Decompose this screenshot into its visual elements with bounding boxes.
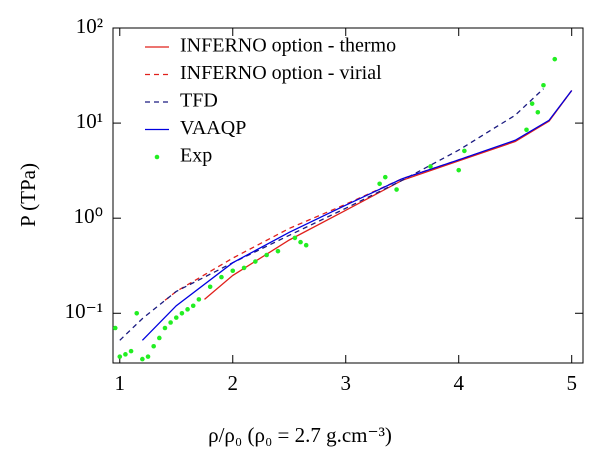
x-tick-label: 2: [228, 371, 239, 395]
data-point: [207, 284, 213, 290]
legend: INFERNO option - thermo INFERNO option - …: [145, 35, 396, 167]
y-tick-label: 10²: [76, 14, 103, 38]
data-point: [162, 325, 168, 331]
data-point: [382, 174, 388, 180]
data-point: [185, 307, 190, 312]
data-point: [134, 310, 140, 316]
data-point: [230, 268, 236, 274]
legend-label: Exp: [180, 145, 212, 167]
y-tick-label: 10⁰: [74, 204, 103, 228]
data-point: [264, 252, 269, 258]
data-point: [535, 109, 541, 115]
data-point: [157, 335, 162, 341]
data-point: [529, 101, 535, 106]
legend-label: INFERNO option - virial: [180, 62, 382, 84]
plot-area: [113, 56, 573, 362]
data-point: [196, 297, 202, 302]
data-point: [253, 259, 258, 264]
data-point: [524, 127, 529, 133]
series-line: [119, 88, 544, 341]
data-point: [462, 148, 467, 154]
data-point: [145, 354, 151, 359]
y-tick-label: 10⁻¹: [65, 299, 103, 323]
x-tick-label: 4: [453, 371, 464, 395]
data-point: [456, 167, 462, 173]
data-point: [179, 310, 185, 316]
plot-frame: [112, 27, 584, 364]
series-line: [141, 90, 573, 341]
data-point: [168, 320, 173, 325]
x-axis-label: ρ/ρ₀ (ρ₀ = 2.7 g.cm⁻³): [208, 423, 392, 447]
x-tick-label: 1: [115, 371, 126, 395]
data-point: [128, 348, 134, 354]
data-point: [275, 248, 281, 254]
legend-label: TFD: [180, 90, 218, 112]
data-point: [151, 343, 156, 349]
legend-label: INFERNO option - thermo: [180, 35, 396, 57]
data-point: [298, 239, 303, 245]
data-point: [552, 56, 558, 62]
x-tick-label: 5: [566, 371, 577, 395]
data-point: [241, 265, 247, 271]
data-point: [303, 242, 309, 248]
legend-swatch: [154, 154, 160, 160]
data-point: [377, 181, 382, 187]
data-point: [394, 187, 399, 192]
data-point: [428, 164, 433, 169]
data-point: [219, 274, 224, 280]
legend-label: VAAQP: [180, 117, 246, 139]
series-line: [204, 90, 573, 300]
data-point: [140, 356, 145, 362]
data-point: [173, 315, 179, 320]
data-point: [190, 303, 196, 309]
x-tick-label: 3: [340, 371, 351, 395]
data-point: [541, 82, 546, 88]
data-point: [292, 235, 298, 241]
data-point: [113, 325, 118, 331]
y-axis-label: P (TPa): [16, 163, 40, 227]
data-point: [123, 352, 128, 357]
data-point: [117, 354, 123, 359]
y-tick-label: 10¹: [76, 109, 103, 133]
